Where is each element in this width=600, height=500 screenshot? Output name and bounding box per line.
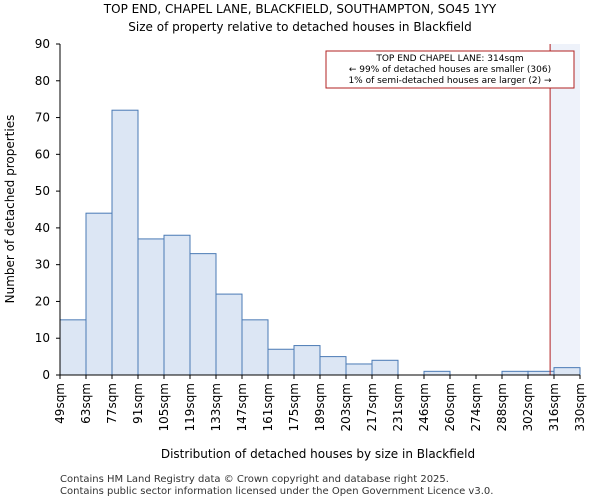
x-tick-label: 260sqm (443, 383, 457, 431)
histogram-bar (59, 319, 87, 376)
y-tick-label: 50 (35, 184, 50, 198)
x-tick-label: 203sqm (339, 383, 353, 431)
footer-line-1: Contains HM Land Registry data © Crown c… (60, 474, 449, 485)
annotation-line: TOP END CHAPEL LANE: 314sqm (375, 54, 523, 64)
chart-title: TOP END, CHAPEL LANE, BLACKFIELD, SOUTHA… (103, 2, 497, 16)
histogram-bar (111, 109, 139, 376)
y-tick-label: 60 (35, 147, 50, 161)
histogram-bar (189, 253, 217, 376)
histogram-bar (137, 238, 165, 376)
histogram-bar (319, 356, 347, 376)
x-tick-label: 49sqm (53, 383, 67, 424)
highlight-region (550, 44, 580, 375)
y-tick-label: 10 (35, 331, 50, 345)
x-axis-label: Distribution of detached houses by size … (161, 447, 475, 461)
annotation-line: 1% of semi-detached houses are larger (2… (348, 76, 552, 86)
plot-area: 0 10 20 30 40 50 60 70 80 90 49sqm 63sqm 77sqm 91sqm 1… (35, 37, 587, 431)
x-tick-label: 316sqm (547, 383, 561, 431)
x-tick-label: 288sqm (495, 383, 509, 431)
y-tick-label: 80 (35, 74, 50, 88)
histogram-bar (371, 359, 399, 376)
y-tick-label: 40 (35, 221, 50, 235)
x-tick-label: 217sqm (365, 383, 379, 431)
x-tick-label: 330sqm (573, 383, 587, 431)
y-tick-label: 0 (42, 368, 50, 382)
histogram-bar (293, 345, 321, 376)
histogram-bar (215, 293, 243, 376)
x-tick-label: 302sqm (521, 383, 535, 431)
histogram-bar (267, 348, 295, 376)
x-tick-label: 91sqm (131, 383, 145, 424)
histogram-bar (553, 367, 581, 376)
histogram-bar (241, 319, 269, 376)
x-tick-label: 246sqm (417, 383, 431, 431)
histogram-bar (85, 212, 113, 376)
x-tick-label: 63sqm (79, 383, 93, 424)
chart-subtitle: Size of property relative to detached ho… (128, 20, 471, 34)
histogram-bar (345, 363, 373, 376)
histogram-bar (163, 234, 191, 376)
x-tick-label: 119sqm (183, 383, 197, 431)
histogram-bar (423, 370, 451, 376)
x-tick-label: 133sqm (209, 383, 223, 431)
x-tick-label: 274sqm (469, 383, 483, 431)
x-tick-label: 231sqm (391, 383, 405, 431)
y-tick-label: 20 (35, 294, 50, 308)
y-tick-label: 70 (35, 111, 50, 125)
y-tick-label: 90 (35, 37, 50, 51)
annotation-line: ← 99% of detached houses are smaller (30… (349, 65, 551, 75)
x-tick-label: 105sqm (157, 383, 171, 431)
y-axis-label: Number of detached properties (3, 115, 17, 304)
x-tick-label: 189sqm (313, 383, 327, 431)
x-tick-label: 147sqm (235, 383, 249, 431)
footer-line-2: Contains public sector information licen… (60, 486, 493, 497)
x-tick-label: 161sqm (261, 383, 275, 431)
y-tick-label: 30 (35, 258, 50, 272)
x-tick-label: 77sqm (105, 383, 119, 424)
annotation-box (325, 50, 575, 89)
histogram-bar (501, 370, 529, 376)
x-tick-label: 175sqm (287, 383, 301, 431)
